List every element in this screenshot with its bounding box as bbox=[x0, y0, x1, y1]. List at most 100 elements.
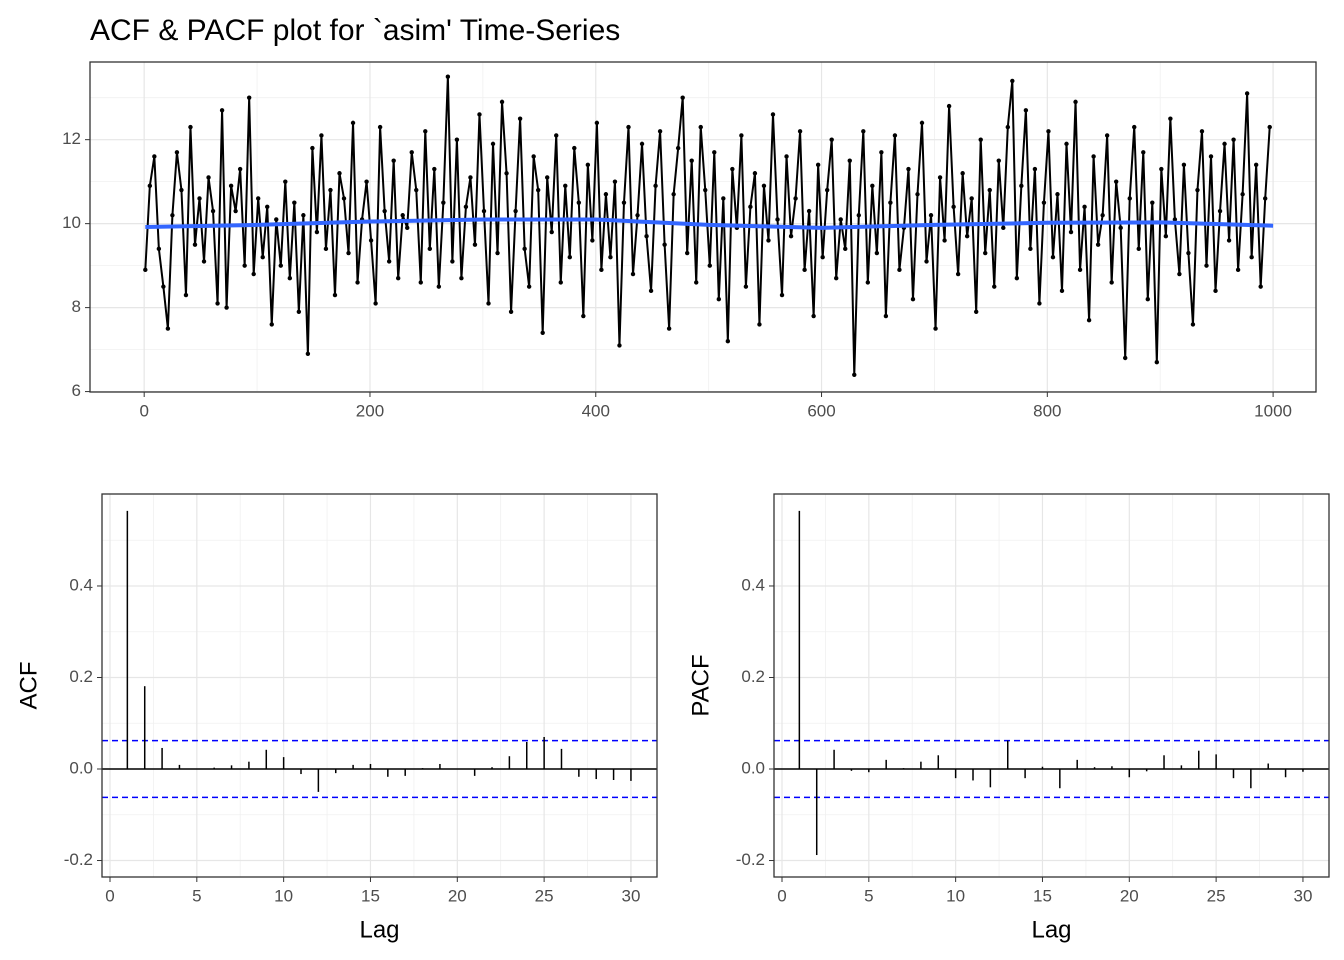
point bbox=[246, 95, 252, 100]
point bbox=[946, 103, 952, 109]
point bbox=[441, 200, 446, 205]
point bbox=[978, 137, 983, 142]
point bbox=[219, 108, 225, 113]
x-tick-label: 800 bbox=[1033, 401, 1061, 420]
point bbox=[793, 196, 798, 201]
point bbox=[964, 234, 970, 239]
panel-border bbox=[89, 61, 1317, 393]
point bbox=[937, 175, 943, 180]
point bbox=[1172, 217, 1178, 222]
point bbox=[1145, 297, 1150, 302]
point bbox=[147, 183, 153, 189]
point bbox=[1190, 322, 1196, 327]
point bbox=[1010, 78, 1015, 84]
point bbox=[165, 326, 171, 331]
point bbox=[1163, 234, 1169, 239]
point bbox=[400, 213, 405, 218]
point bbox=[915, 192, 920, 197]
point bbox=[1086, 318, 1092, 323]
point bbox=[1181, 162, 1187, 168]
point bbox=[829, 137, 834, 142]
point bbox=[1100, 213, 1105, 218]
y-axis-title: PACF bbox=[687, 654, 714, 716]
point bbox=[748, 204, 753, 210]
point bbox=[775, 217, 780, 222]
point bbox=[269, 322, 274, 327]
point bbox=[192, 242, 198, 247]
x-tick-label: 1000 bbox=[1254, 401, 1292, 420]
point bbox=[1127, 196, 1132, 201]
point bbox=[183, 292, 189, 298]
x-tick-label: 15 bbox=[1033, 886, 1052, 905]
point bbox=[391, 158, 396, 163]
point bbox=[454, 137, 460, 142]
point bbox=[1113, 179, 1119, 184]
point bbox=[409, 150, 414, 155]
point bbox=[928, 213, 934, 218]
point bbox=[161, 284, 166, 289]
point bbox=[698, 124, 703, 130]
point bbox=[1073, 99, 1078, 105]
panel-background bbox=[90, 62, 1316, 392]
point bbox=[305, 351, 311, 356]
y-tick-label: 0.2 bbox=[741, 667, 765, 686]
y-tick-label: 12 bbox=[62, 129, 81, 148]
point bbox=[675, 145, 681, 151]
point bbox=[1226, 238, 1232, 243]
point bbox=[292, 200, 297, 205]
point bbox=[824, 187, 830, 193]
point bbox=[648, 288, 654, 294]
point bbox=[355, 280, 360, 285]
point bbox=[323, 246, 329, 252]
point bbox=[554, 133, 559, 138]
point bbox=[811, 313, 816, 319]
point bbox=[802, 267, 807, 273]
x-tick-label: 5 bbox=[192, 886, 201, 905]
point bbox=[739, 133, 744, 138]
x-tick-label: 25 bbox=[1207, 886, 1226, 905]
point bbox=[1141, 150, 1146, 155]
x-tick-label: 20 bbox=[1120, 886, 1139, 905]
point bbox=[414, 187, 419, 193]
point bbox=[892, 133, 898, 138]
point bbox=[1014, 276, 1020, 281]
point bbox=[1177, 271, 1182, 277]
point bbox=[1199, 129, 1205, 134]
point bbox=[274, 217, 279, 222]
x-tick-label: 5 bbox=[864, 886, 873, 905]
x-tick-label: 400 bbox=[582, 401, 610, 420]
point bbox=[143, 267, 148, 273]
y-axis-title: ACF bbox=[15, 662, 42, 710]
point bbox=[242, 263, 247, 268]
point bbox=[170, 213, 175, 218]
point bbox=[310, 145, 315, 151]
point bbox=[766, 238, 771, 243]
point bbox=[1244, 91, 1250, 96]
y-tick-label: 10 bbox=[62, 213, 81, 232]
point bbox=[328, 187, 333, 193]
point bbox=[730, 166, 735, 172]
point bbox=[1082, 204, 1087, 210]
point bbox=[423, 129, 428, 134]
point bbox=[319, 133, 324, 138]
point bbox=[987, 187, 992, 193]
point bbox=[206, 175, 211, 180]
point bbox=[1258, 284, 1263, 289]
point bbox=[612, 179, 618, 184]
point bbox=[463, 204, 469, 210]
point bbox=[788, 234, 794, 239]
point bbox=[725, 338, 731, 344]
x-tick-label: 10 bbox=[274, 886, 293, 905]
point bbox=[504, 171, 509, 176]
point bbox=[752, 171, 758, 176]
point bbox=[942, 238, 947, 243]
point bbox=[549, 229, 554, 235]
point bbox=[418, 280, 423, 285]
point bbox=[1028, 246, 1033, 252]
point bbox=[843, 246, 848, 252]
point bbox=[179, 187, 184, 193]
point bbox=[1055, 192, 1060, 197]
point bbox=[1213, 288, 1218, 294]
y-tick-label: 8 bbox=[72, 297, 81, 316]
